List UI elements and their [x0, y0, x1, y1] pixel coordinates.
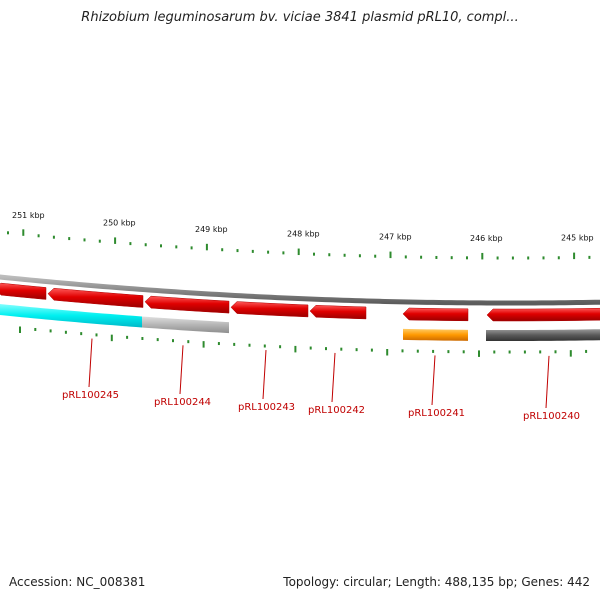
kbp-label: 251 kbp	[12, 211, 45, 220]
gene-label: pRL100242	[308, 405, 365, 416]
gene-label: pRL100240	[523, 411, 580, 422]
page-title: Rhizobium leguminosarum bv. viciae 3841 …	[81, 10, 519, 25]
feature-band	[403, 328, 468, 341]
outer-ticks	[7, 229, 591, 260]
gene-label: pRL100243	[238, 402, 295, 413]
gene-arrow	[309, 304, 367, 320]
kbp-labels: 251 kbp 250 kbp 249 kbp 248 kbp 247 kbp 246 k…	[12, 211, 594, 243]
gene-arrow	[230, 301, 309, 318]
feature-band	[486, 329, 600, 342]
gene-label: pRL100241	[408, 408, 465, 419]
inner-ticks	[19, 326, 588, 357]
forward-genes	[0, 282, 600, 322]
gene-leader	[545, 355, 550, 409]
kbp-label: 245 kbp	[561, 234, 594, 243]
gene-leaders	[88, 338, 550, 409]
gene-arrow	[0, 282, 47, 300]
gene-arrow	[47, 287, 144, 308]
accession-text: Accession: NC_008381	[9, 575, 146, 589]
gene-arrow	[486, 307, 600, 322]
gene-leader	[262, 350, 267, 400]
gene-arrow	[144, 295, 230, 314]
kbp-label: 249 kbp	[195, 225, 228, 234]
gene-leader	[179, 345, 184, 395]
backbone-track	[0, 274, 600, 306]
feature-band	[142, 316, 229, 334]
gene-labels: pRL100245 pRL100244 pRL100243 pRL100242 pRL1…	[62, 390, 580, 422]
kbp-label: 246 kbp	[470, 234, 503, 243]
gene-label: pRL100244	[154, 397, 211, 408]
feature-band	[0, 303, 142, 328]
topology-summary: Topology: circular; Length: 488,135 bp; …	[283, 575, 590, 589]
gene-leader	[331, 352, 336, 403]
gene-label: pRL100245	[62, 390, 119, 401]
kbp-label: 248 kbp	[287, 230, 320, 239]
kbp-label: 247 kbp	[379, 233, 412, 242]
feature-bands	[0, 303, 600, 342]
gene-arrow	[402, 307, 469, 322]
kbp-label: 250 kbp	[103, 219, 136, 228]
gene-leader	[431, 355, 436, 406]
gene-leader	[88, 338, 93, 388]
